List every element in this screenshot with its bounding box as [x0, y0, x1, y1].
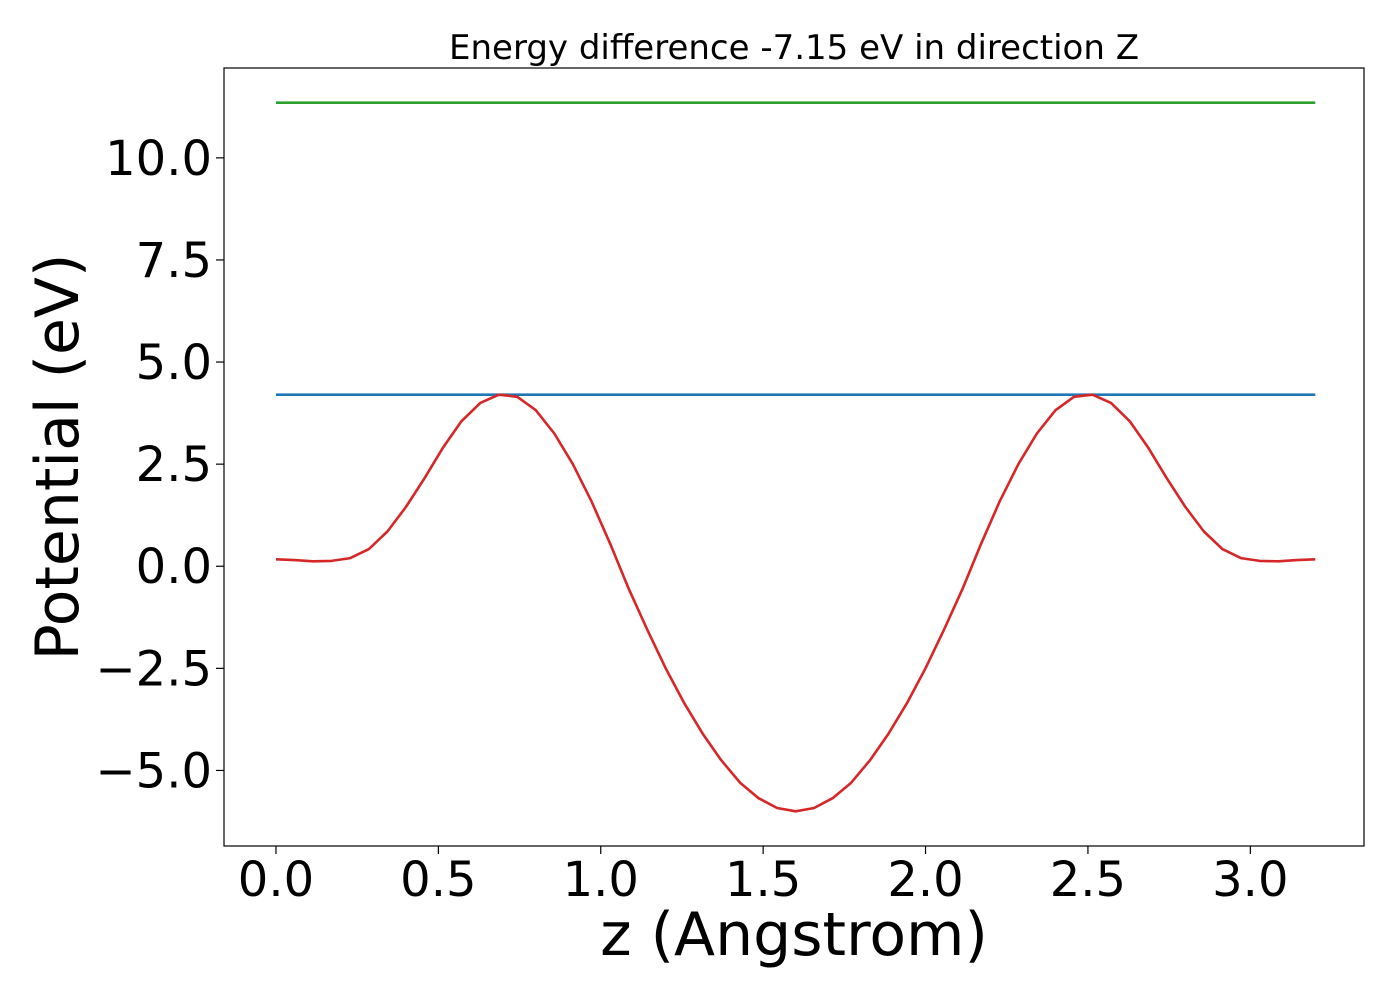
x-tick-label: 0.5 [400, 852, 476, 908]
x-tick-label: 2.0 [887, 852, 963, 908]
x-axis: 0.0 0.5 1.0 1.5 2.0 2.5 3.0 [238, 846, 1288, 908]
y-tick-label: 0.0 [136, 539, 212, 595]
potential-curve [275, 393, 1316, 813]
y-axis: −5.0 −2.5 0.0 2.5 5.0 7.5 10.0 [95, 131, 224, 799]
y-tick-label: 10.0 [105, 131, 212, 187]
y-tick-label: −2.5 [95, 641, 212, 697]
x-axis-label: z (Angstrom) [600, 900, 988, 970]
x-tick-label: 3.0 [1212, 852, 1288, 908]
plot-frame [223, 67, 1365, 847]
y-tick-label: 2.5 [136, 437, 212, 493]
y-axis-label: Potential (eV) [23, 254, 93, 661]
y-tick-label: 7.5 [136, 233, 212, 289]
series-layer [275, 101, 1316, 813]
y-tick-label: −5.0 [95, 743, 212, 799]
chart-title: Energy difference -7.15 eV in direction … [449, 28, 1139, 68]
x-tick-label: 1.0 [563, 852, 639, 908]
x-tick-label: 2.5 [1050, 852, 1126, 908]
x-tick-label: 0.0 [238, 852, 314, 908]
x-tick-label: 1.5 [725, 852, 801, 908]
y-tick-label: 5.0 [136, 335, 212, 391]
